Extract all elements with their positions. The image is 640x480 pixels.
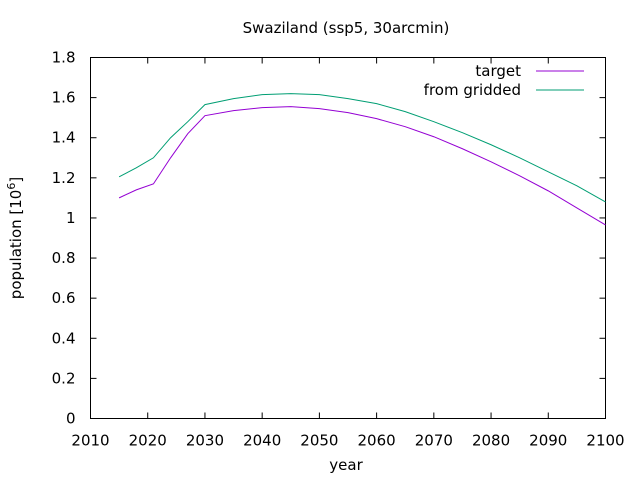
y-axis-label-exponent: 6 (5, 183, 18, 190)
y-tick-label: 0.2 (52, 369, 76, 387)
y-axis-label-text: population [10 (7, 190, 25, 300)
y-tick-label: 1 (66, 209, 76, 227)
y-tick-label: 0 (66, 410, 76, 428)
y-tick-label: 1.8 (52, 49, 76, 67)
y-tick-label: 0.8 (52, 249, 76, 267)
x-tick-label: 2020 (129, 432, 167, 450)
chart-title: Swaziland (ssp5, 30arcmin) (243, 19, 450, 37)
y-axis-label-close: ] (7, 177, 25, 183)
y-axis: 0 0.2 0.4 0.6 0.8 1 1.2 1.4 1.6 1.8 (52, 49, 606, 428)
x-tick-label: 2050 (300, 432, 338, 450)
series-line-target (118, 106, 606, 226)
x-axis-label: year (329, 456, 363, 474)
legend-label-from-gridded: from gridded (424, 81, 521, 99)
x-tick-label: 2080 (472, 432, 510, 450)
x-tick-label: 2070 (415, 432, 453, 450)
x-tick-label: 2090 (529, 432, 567, 450)
x-tick-label: 2100 (586, 432, 624, 450)
x-tick-label: 2060 (358, 432, 396, 450)
y-tick-label: 1.4 (52, 129, 76, 147)
series-layer (118, 93, 606, 226)
x-tick-label: 2040 (243, 432, 281, 450)
plot-frame (90, 57, 606, 419)
y-tick-label: 1.6 (52, 89, 76, 107)
legend: target from gridded (424, 62, 584, 99)
x-tick-label: 2010 (71, 432, 109, 450)
y-tick-label: 1.2 (52, 169, 76, 187)
series-line-from-gridded (118, 93, 606, 203)
x-tick-label: 2030 (186, 432, 224, 450)
y-tick-label: 0.4 (52, 329, 76, 347)
x-axis: 2010 2020 2030 2040 2050 2060 2070 2080 2090 2100 (71, 57, 625, 450)
y-tick-label: 0.6 (52, 289, 76, 307)
svg-text:population [106]: population [106] (5, 177, 26, 299)
legend-label-target: target (475, 62, 521, 80)
y-axis-label: population [106] (5, 177, 26, 299)
